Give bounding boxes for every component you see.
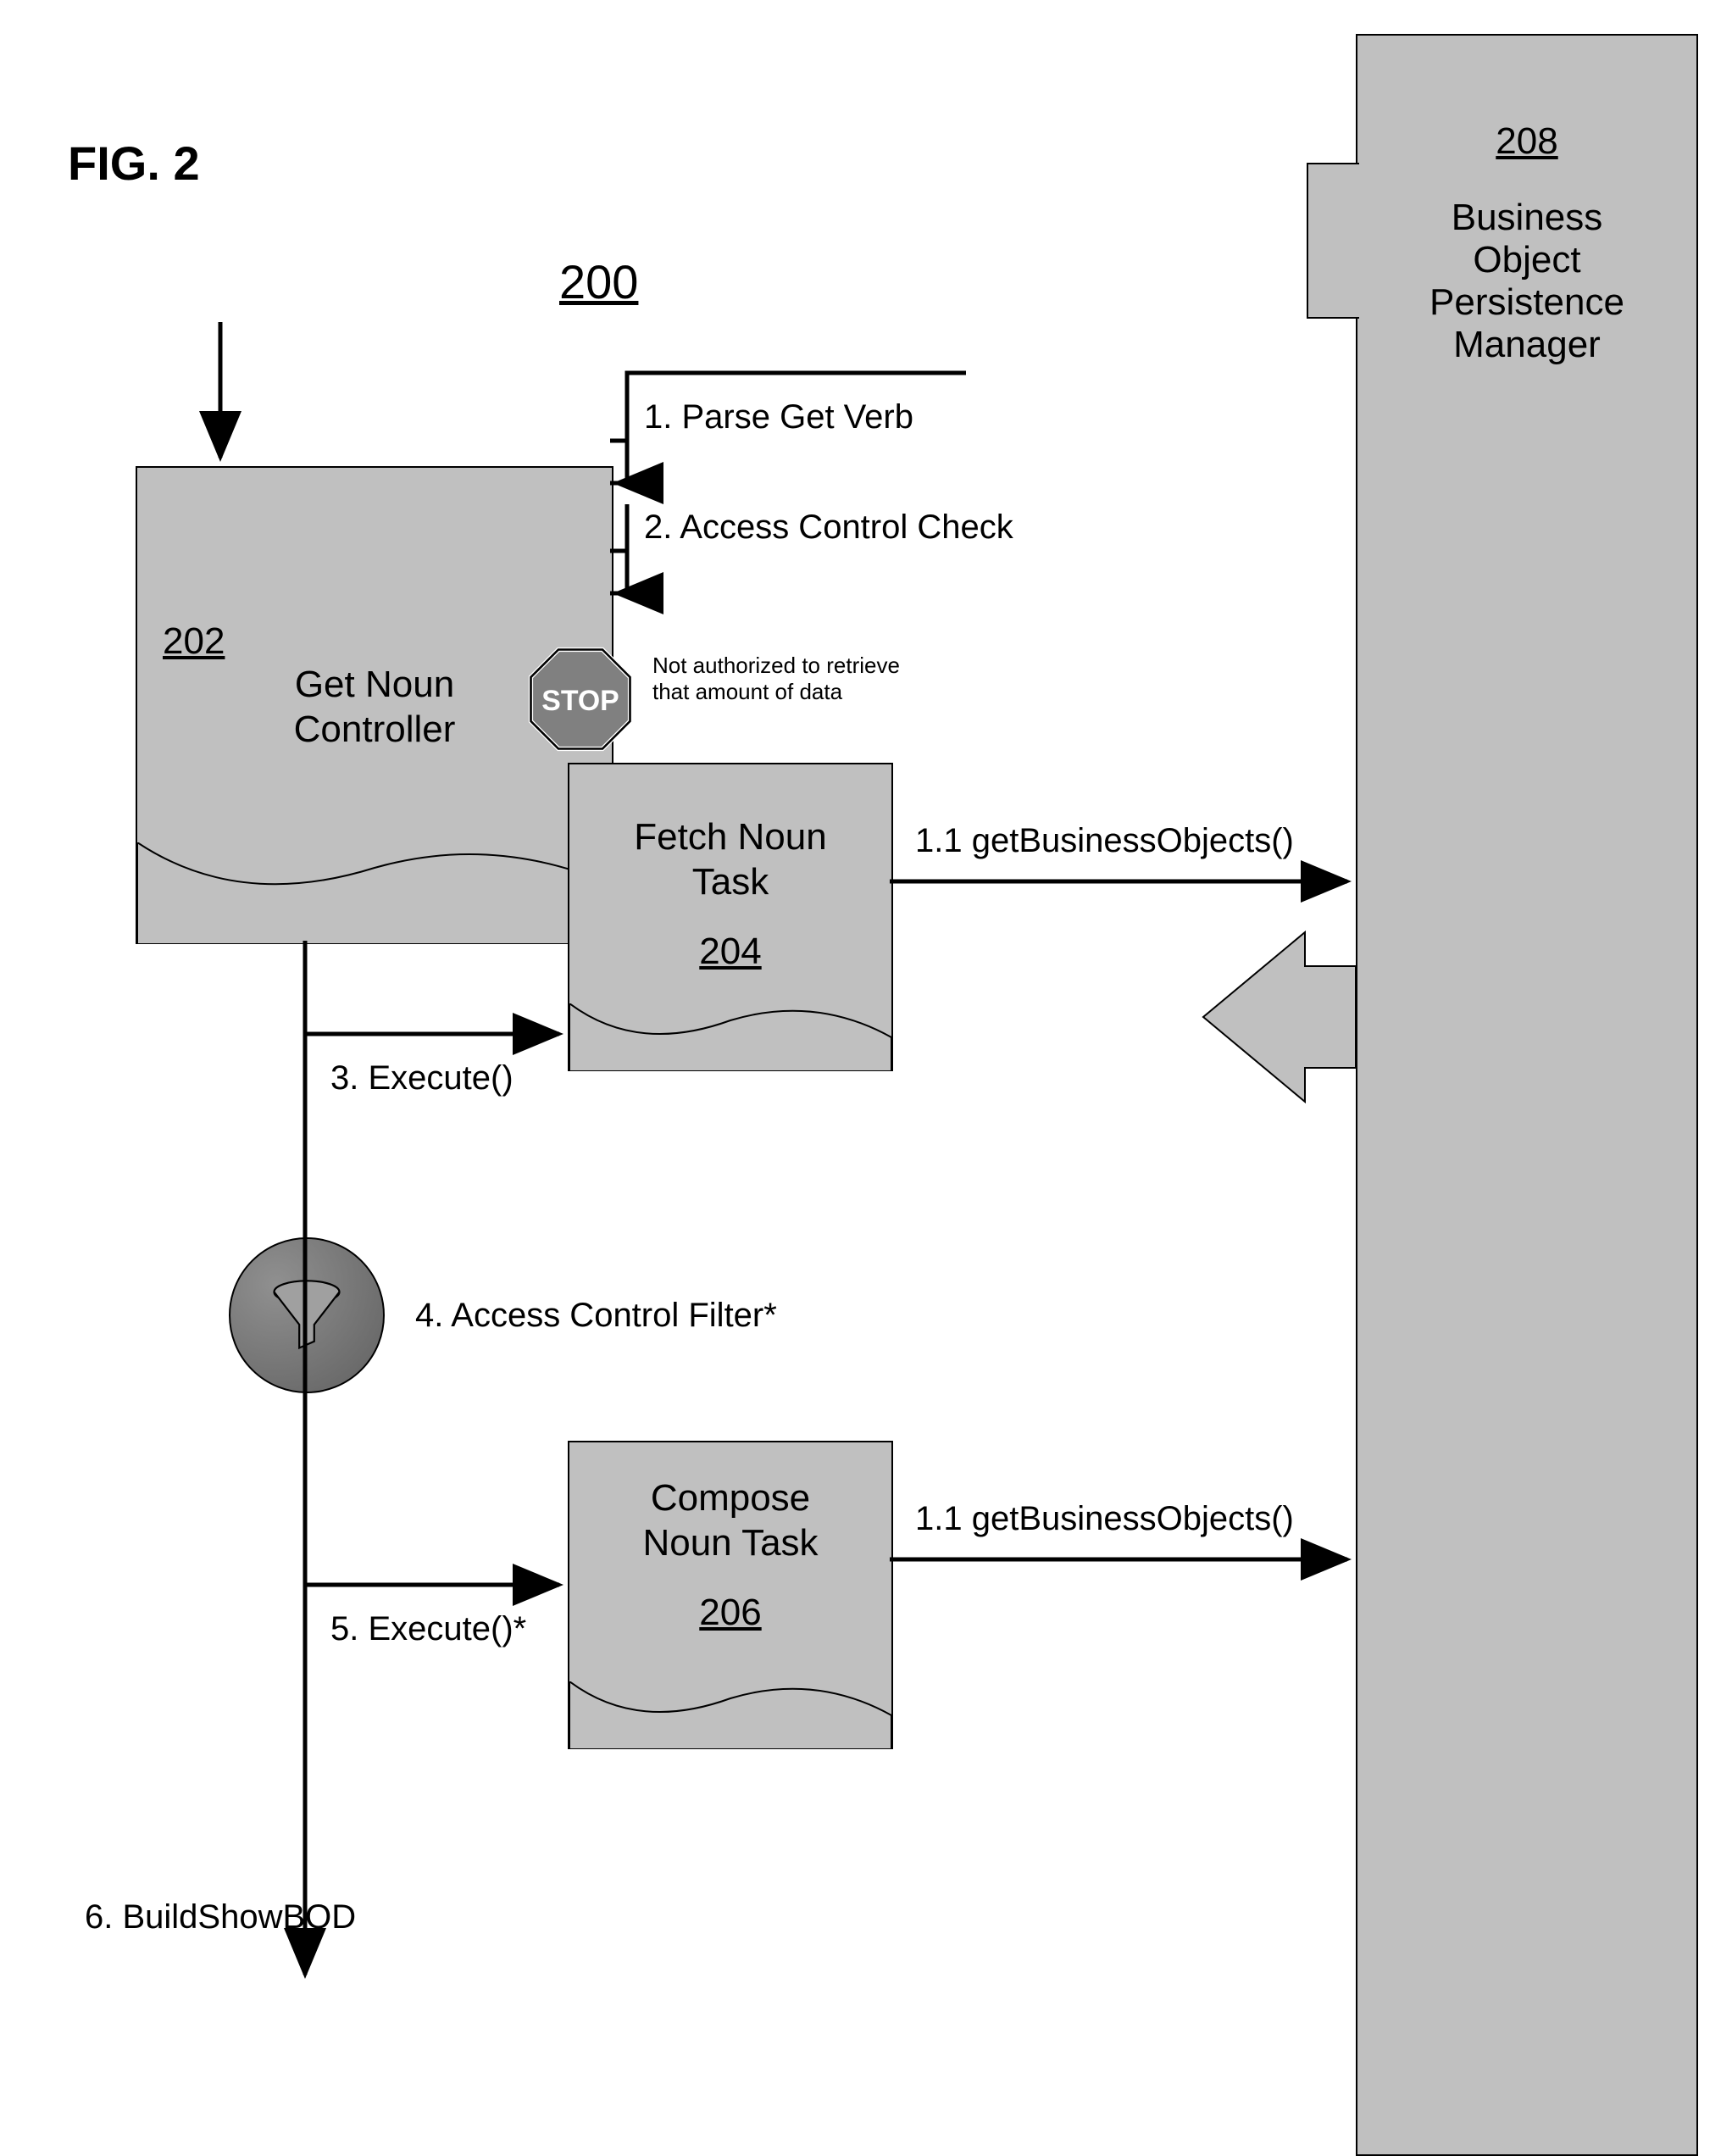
step-6-label: 6. BuildShowBOD (85, 1898, 356, 1937)
fetch-number: 204 (569, 931, 891, 973)
stop-text: STOP (541, 685, 619, 717)
compose-number: 206 (569, 1592, 891, 1634)
compose-task-box: Compose Noun Task 206 (568, 1441, 893, 1749)
persistence-label-3: Persistence (1357, 281, 1696, 324)
persistence-manager-box: 208 Business Object Persistence Manager (1356, 34, 1698, 2156)
stop-note: Not authorized to retrieve that amount o… (652, 653, 900, 705)
filter-icon (229, 1237, 385, 1393)
persistence-label-4: Manager (1357, 324, 1696, 366)
step-5-label: 5. Execute()* (330, 1610, 526, 1648)
persistence-label-2: Object (1357, 239, 1696, 281)
figure-number: 200 (559, 254, 638, 309)
controller-number: 202 (163, 620, 225, 663)
persistence-label-1: Business (1357, 197, 1696, 239)
stop-icon: STOP (525, 644, 636, 754)
persistence-number: 208 (1357, 120, 1696, 163)
step-4-label: 4. Access Control Filter* (415, 1297, 777, 1335)
compose-label-text: Compose Noun Task (603, 1476, 858, 1566)
stop-note-l1: Not authorized to retrieve (652, 653, 900, 679)
fetch-task-box: Fetch Noun Task 204 (568, 763, 893, 1071)
fetch-label-text: Fetch Noun Task (620, 815, 841, 905)
controller-label-text: Get Noun Controller (264, 663, 485, 753)
get-objects-label-a: 1.1 getBusinessObjects() (915, 822, 1294, 860)
diagram-canvas: FIG. 2 200 208 Business Object Persisten… (34, 34, 1695, 2068)
get-objects-label-b: 1.1 getBusinessObjects() (915, 1500, 1294, 1538)
fetch-label: Fetch Noun Task (569, 815, 891, 905)
figure-title: FIG. 2 (68, 136, 200, 191)
stop-note-l2: that amount of data (652, 679, 900, 705)
step-1-label: 1. Parse Get Verb (644, 398, 913, 436)
compose-label: Compose Noun Task (569, 1476, 891, 1566)
step-3-label: 3. Execute() (330, 1059, 513, 1097)
step-2-label: 2. Access Control Check (644, 508, 1013, 547)
